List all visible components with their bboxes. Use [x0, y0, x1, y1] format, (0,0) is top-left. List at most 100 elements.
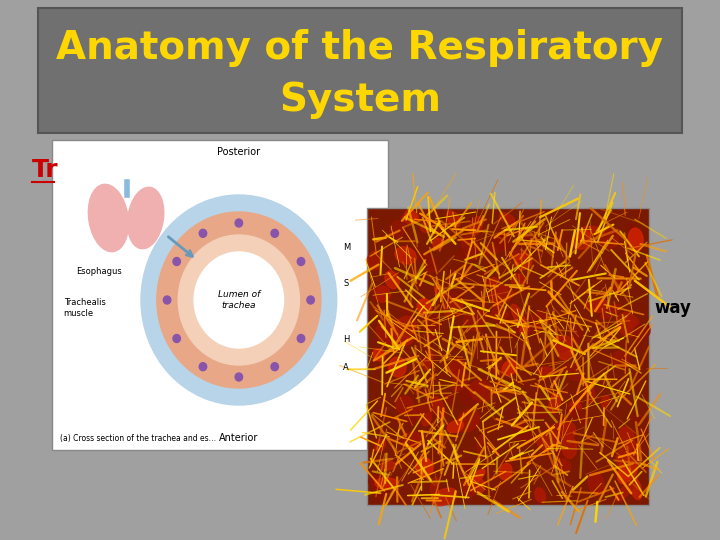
- Ellipse shape: [628, 228, 643, 252]
- Ellipse shape: [550, 448, 570, 460]
- FancyBboxPatch shape: [53, 140, 388, 450]
- Ellipse shape: [89, 184, 128, 252]
- Ellipse shape: [598, 229, 618, 249]
- Ellipse shape: [498, 310, 513, 330]
- Ellipse shape: [434, 284, 444, 298]
- Circle shape: [199, 230, 207, 237]
- Ellipse shape: [390, 220, 405, 239]
- Ellipse shape: [585, 383, 595, 403]
- Ellipse shape: [552, 457, 571, 471]
- Ellipse shape: [384, 271, 399, 289]
- Text: S: S: [343, 279, 348, 287]
- Circle shape: [307, 296, 315, 304]
- Circle shape: [297, 258, 305, 266]
- Ellipse shape: [572, 230, 591, 249]
- Circle shape: [141, 195, 337, 405]
- Ellipse shape: [520, 324, 530, 335]
- Ellipse shape: [456, 246, 474, 260]
- Ellipse shape: [392, 316, 416, 339]
- Ellipse shape: [633, 323, 650, 340]
- Ellipse shape: [500, 213, 515, 224]
- Ellipse shape: [405, 406, 417, 425]
- Ellipse shape: [565, 363, 582, 381]
- Text: way: way: [654, 299, 691, 317]
- Ellipse shape: [493, 301, 503, 318]
- Circle shape: [271, 230, 279, 237]
- Ellipse shape: [434, 284, 450, 301]
- Ellipse shape: [431, 477, 438, 498]
- Text: Tr: Tr: [32, 158, 58, 182]
- Ellipse shape: [562, 436, 577, 458]
- Ellipse shape: [557, 343, 573, 360]
- Ellipse shape: [533, 310, 549, 329]
- Ellipse shape: [460, 384, 474, 405]
- Ellipse shape: [367, 251, 384, 270]
- Ellipse shape: [375, 478, 399, 489]
- Ellipse shape: [523, 312, 546, 334]
- Ellipse shape: [490, 310, 508, 320]
- Text: Lumen of
trachea: Lumen of trachea: [217, 291, 260, 310]
- Ellipse shape: [402, 214, 418, 224]
- Ellipse shape: [612, 350, 629, 369]
- Ellipse shape: [396, 396, 413, 414]
- Ellipse shape: [372, 475, 390, 500]
- Ellipse shape: [402, 307, 411, 316]
- Ellipse shape: [572, 327, 584, 343]
- Circle shape: [173, 334, 181, 342]
- Ellipse shape: [395, 247, 416, 264]
- Ellipse shape: [446, 211, 460, 227]
- Ellipse shape: [616, 313, 640, 336]
- Text: M: M: [343, 244, 351, 253]
- Ellipse shape: [127, 187, 163, 249]
- Ellipse shape: [547, 424, 564, 437]
- Ellipse shape: [433, 238, 444, 249]
- Circle shape: [194, 252, 284, 348]
- Circle shape: [235, 373, 243, 381]
- Ellipse shape: [448, 291, 463, 300]
- Ellipse shape: [585, 299, 609, 312]
- Ellipse shape: [619, 318, 637, 337]
- Text: Anatomy of the Respiratory: Anatomy of the Respiratory: [56, 29, 664, 67]
- Ellipse shape: [493, 360, 506, 377]
- Circle shape: [157, 212, 321, 388]
- FancyBboxPatch shape: [38, 8, 682, 133]
- Ellipse shape: [568, 407, 587, 423]
- Ellipse shape: [580, 226, 603, 235]
- Ellipse shape: [600, 305, 621, 319]
- Ellipse shape: [628, 224, 639, 239]
- Ellipse shape: [485, 245, 501, 254]
- Ellipse shape: [465, 475, 485, 493]
- Ellipse shape: [528, 400, 539, 413]
- Ellipse shape: [611, 277, 627, 294]
- Ellipse shape: [521, 235, 534, 248]
- Ellipse shape: [457, 409, 480, 432]
- Circle shape: [199, 363, 207, 370]
- Ellipse shape: [616, 440, 634, 461]
- Ellipse shape: [469, 217, 483, 235]
- Ellipse shape: [444, 298, 463, 318]
- Ellipse shape: [588, 472, 604, 495]
- Ellipse shape: [629, 476, 642, 500]
- Text: Esophagus: Esophagus: [76, 267, 122, 276]
- Ellipse shape: [420, 221, 431, 232]
- Ellipse shape: [616, 480, 635, 502]
- Circle shape: [235, 219, 243, 227]
- Ellipse shape: [514, 254, 532, 270]
- Ellipse shape: [448, 359, 464, 375]
- Ellipse shape: [508, 320, 523, 337]
- Ellipse shape: [489, 285, 513, 303]
- Ellipse shape: [618, 467, 630, 484]
- Ellipse shape: [432, 488, 456, 506]
- Circle shape: [271, 363, 279, 370]
- Ellipse shape: [569, 401, 582, 414]
- Ellipse shape: [375, 439, 385, 452]
- Ellipse shape: [469, 380, 492, 402]
- Ellipse shape: [510, 251, 532, 259]
- Ellipse shape: [558, 421, 575, 440]
- Text: System: System: [279, 81, 441, 119]
- Ellipse shape: [535, 488, 546, 503]
- Ellipse shape: [477, 434, 487, 458]
- Text: A: A: [343, 363, 349, 373]
- Ellipse shape: [462, 236, 480, 260]
- Ellipse shape: [618, 458, 637, 478]
